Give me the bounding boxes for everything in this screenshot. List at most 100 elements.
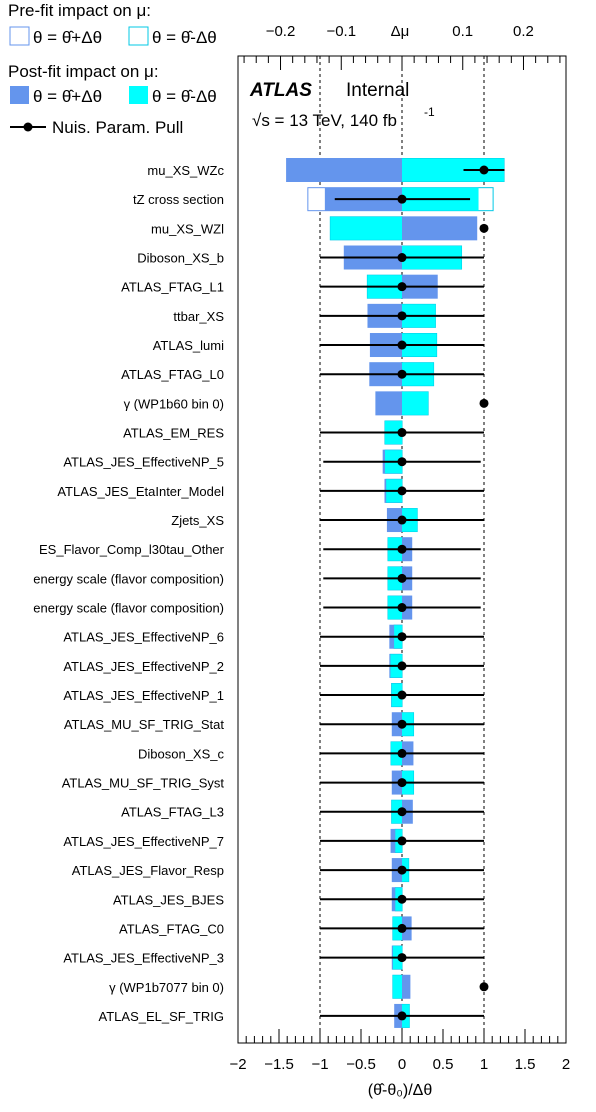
pull-marker [397,515,407,525]
parameter-label: ATLAS_JES_EffectiveNP_7 [63,834,224,849]
legend-prefit-minus-swatch [128,26,149,46]
legend-pull-label: Nuis. Param. Pull [52,118,183,137]
pull-marker [479,223,489,233]
x-tick-label: −0.5 [346,1056,376,1073]
parameter-label: ATLAS_EM_RES [123,426,224,441]
parameter-label: Diboson_XS_c [138,746,224,761]
pull-markers [320,165,505,1021]
pull-marker [397,544,407,554]
parameter-label: Zjets_XS [171,513,224,528]
pull-marker [397,690,407,700]
internal-label: Internal [346,80,409,101]
postfit-minus-bar [402,391,429,415]
pull-marker [397,748,407,758]
parameter-label: energy scale (flavor composition) [33,571,224,586]
energy-superscript: -1 [424,105,435,119]
pull-marker [397,894,407,904]
legend-prefit-plus-label: θ = θ̂+Δθ [33,28,102,47]
pull-marker [397,194,407,204]
parameter-label: ATLAS_FTAG_L3 [121,805,224,820]
legend-prefit-plus-swatch [9,26,30,46]
legend-pull-marker [23,122,33,132]
parameter-label: ttbar_XS [173,309,224,324]
pull-marker [397,311,407,321]
top-tick-label: 0.2 [513,23,534,40]
legend-postfit-minus-swatch [129,86,148,104]
parameter-label: energy scale (flavor composition) [33,601,224,616]
pull-marker [397,253,407,263]
x-tick-label: 1 [480,1056,488,1073]
postfit-plus-bar [402,216,477,240]
parameter-label: ATLAS_MU_SF_TRIG_Stat [64,717,225,732]
parameter-label: ATLAS_MU_SF_TRIG_Syst [62,776,225,791]
pull-marker [397,1011,407,1021]
postfit-minus-bar [392,975,402,999]
top-tick-label: −0.2 [266,23,296,40]
parameter-label: ATLAS_JES_EffectiveNP_5 [63,455,224,470]
parameter-label: ATLAS_FTAG_C0 [119,921,224,936]
pull-marker [397,923,407,933]
parameter-label: mu_XS_WZc [147,163,224,178]
pull-marker [479,165,489,175]
x-tick-label: 0.5 [433,1056,454,1073]
pull-marker [397,486,407,496]
impact-bars [286,158,505,1028]
pull-marker [397,661,407,671]
pull-marker [397,778,407,788]
pull-marker [397,573,407,583]
atlas-label: ATLAS [249,80,312,101]
postfit-plus-bar [286,158,402,182]
postfit-minus-bar [330,216,402,240]
legend-postfit-plus-label: θ = θ̂+Δθ [33,87,102,106]
top-tick-label: 0.1 [452,23,473,40]
parameter-label: ATLAS_FTAG_L1 [121,280,224,295]
pull-marker [479,982,489,992]
parameter-label: ATLAS_JES_EtaInter_Model [57,484,224,499]
top-axis: −0.2 −0.1 0.1 0.2 [243,23,561,70]
x-tick-label: −2 [229,1056,246,1073]
x-tick-label: 2 [562,1056,570,1073]
legend-postfit-title: Post-fit impact on μ: [8,62,159,81]
parameter-label: ATLAS_JES_EffectiveNP_2 [63,659,224,674]
pull-marker [397,632,407,642]
parameter-label: ATLAS_JES_Flavor_Resp [72,863,224,878]
postfit-minus-bar [402,158,505,182]
parameter-label: ES_Flavor_Comp_l30tau_Other [39,542,225,557]
pull-marker [397,953,407,963]
bottom-axis: −2 −1.5 −1 −0.5 0 0.5 1 1.5 2 [229,1029,570,1073]
pull-marker [397,428,407,438]
legend-prefit-title: Pre-fit impact on μ: [8,1,151,20]
parameter-labels: mu_XS_WZc tZ cross section mu_XS_WZl Diboso… [33,163,224,1024]
legend-postfit-plus-swatch [10,86,29,104]
pull-marker [479,398,489,408]
x-tick-label: 0 [398,1056,406,1073]
parameter-label: Diboson_XS_b [137,251,224,266]
legend-prefit-minus-label: θ = θ̂-Δθ [152,28,217,47]
postfit-plus-bar [402,975,410,999]
pull-marker [397,865,407,875]
parameter-label: γ (WP1b7077 bin 0) [109,980,224,995]
parameter-label: ATLAS_JES_EffectiveNP_6 [63,630,224,645]
parameter-label: ATLAS_FTAG_L0 [121,367,224,382]
pull-marker [397,457,407,467]
parameter-label: tZ cross section [133,192,224,207]
pull-marker [397,282,407,292]
parameter-label: γ (WP1b60 bin 0) [124,396,224,411]
top-tick-label: −0.1 [326,23,356,40]
x-tick-label: −1 [311,1056,328,1073]
parameter-label: ATLAS_JES_EffectiveNP_1 [63,688,224,703]
parameter-label: ATLAS_JES_EffectiveNP_3 [63,951,224,966]
pull-marker [397,369,407,379]
top-axis-title: Δμ [391,23,410,40]
x-tick-label: 1.5 [515,1056,536,1073]
parameter-label: mu_XS_WZl [151,221,224,236]
legend-postfit-minus-label: θ = θ̂-Δθ [152,87,217,106]
energy-label: √s = 13 TeV, 140 fb [252,111,397,130]
pull-marker [397,603,407,613]
pull-marker [397,719,407,729]
pull-marker [397,836,407,846]
parameter-label: ATLAS_EL_SF_TRIG [99,1009,224,1024]
x-axis-title: (θ̂-θ₀)/Δθ [368,1082,433,1099]
postfit-plus-bar [375,391,402,415]
